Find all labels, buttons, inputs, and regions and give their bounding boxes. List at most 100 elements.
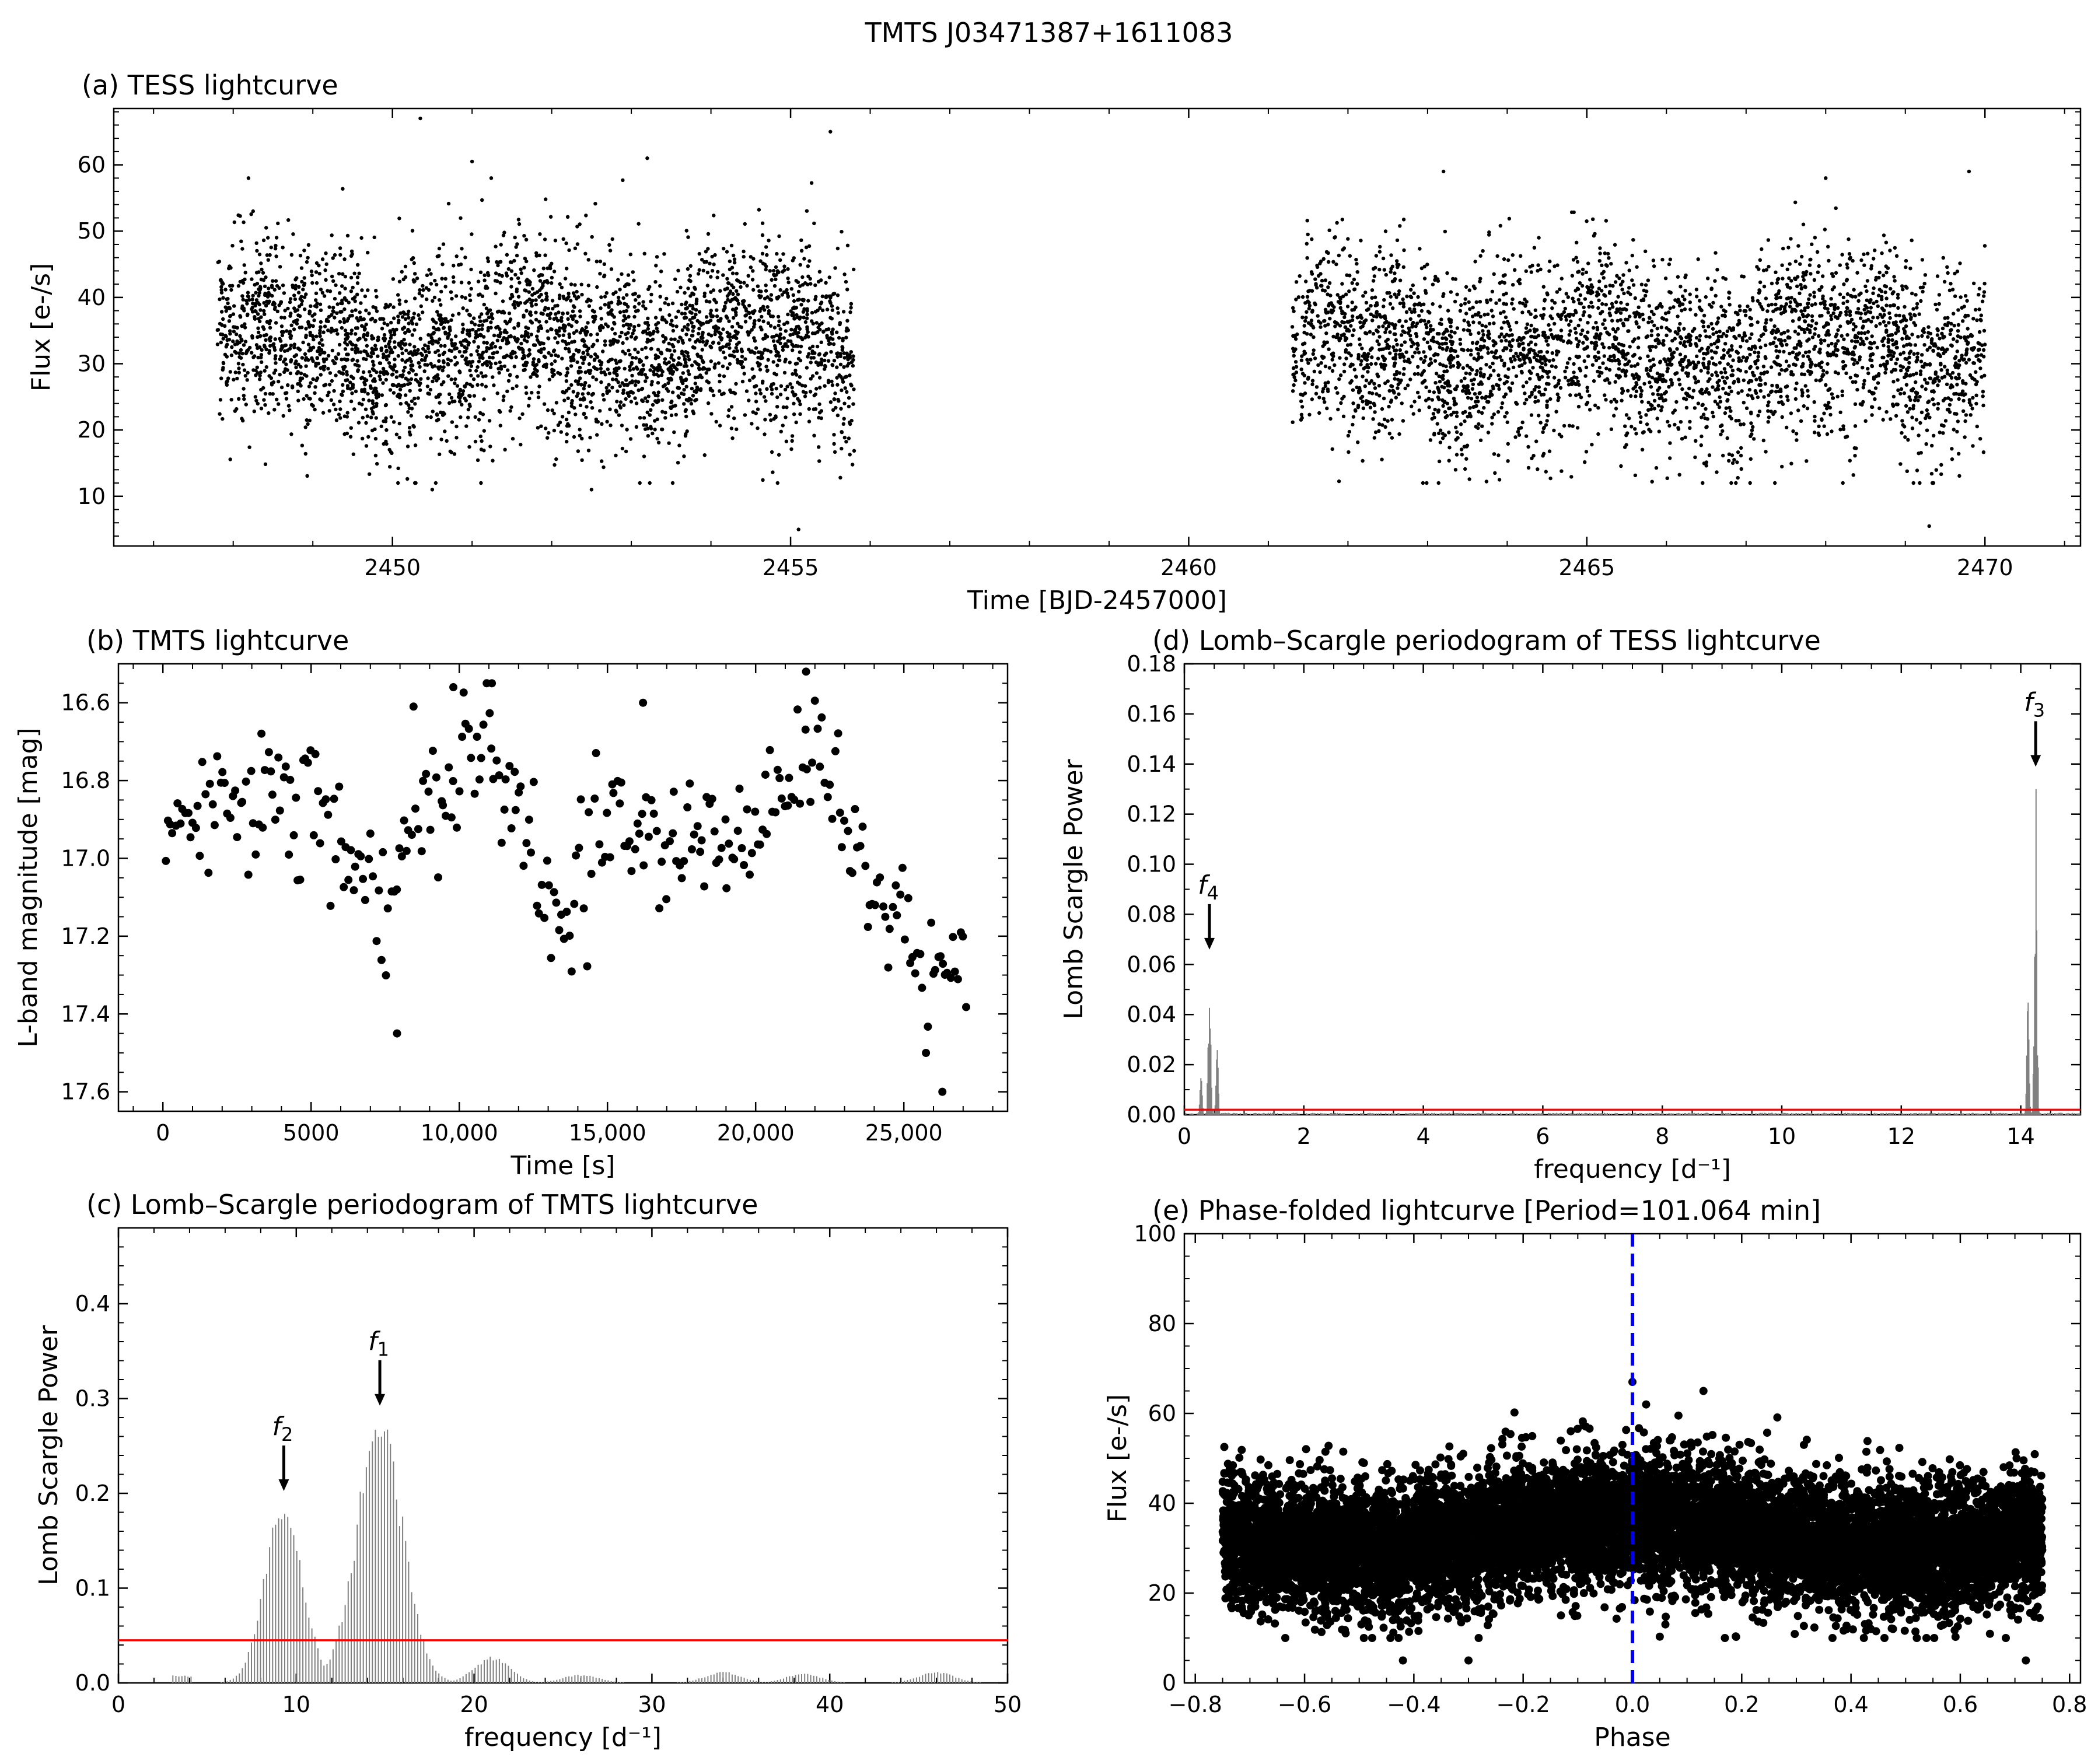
tess-point bbox=[377, 374, 382, 379]
tess-point bbox=[1391, 345, 1396, 349]
tess-point bbox=[809, 377, 813, 381]
tess-point bbox=[565, 311, 570, 316]
tess-point bbox=[373, 453, 378, 458]
tess-point bbox=[651, 431, 655, 436]
tess-point bbox=[1563, 369, 1567, 373]
tess-point bbox=[1292, 383, 1296, 387]
tess-point bbox=[469, 267, 473, 272]
tess-point bbox=[586, 391, 590, 396]
tess-point bbox=[1395, 238, 1400, 243]
tess-point bbox=[401, 369, 405, 373]
tess-point bbox=[848, 310, 852, 314]
tess-point bbox=[1887, 311, 1891, 316]
tess-point bbox=[253, 395, 257, 399]
tess-point bbox=[1767, 400, 1771, 404]
tess-point bbox=[782, 264, 786, 268]
tess-point bbox=[237, 355, 242, 359]
tess-point bbox=[258, 334, 262, 338]
tess-point bbox=[680, 328, 685, 332]
tess-point bbox=[1644, 249, 1648, 254]
tess-point bbox=[544, 197, 548, 201]
tess-point bbox=[1854, 380, 1858, 384]
tess-point bbox=[634, 401, 639, 405]
tess-point bbox=[433, 278, 437, 283]
tess-point bbox=[218, 278, 223, 282]
tess-point bbox=[656, 330, 660, 334]
tess-point bbox=[1893, 279, 1897, 283]
tess-point bbox=[437, 353, 442, 358]
tess-point bbox=[501, 233, 506, 237]
tess-point bbox=[833, 391, 837, 396]
tess-point bbox=[1377, 325, 1381, 329]
tess-point bbox=[318, 397, 322, 401]
tess-point bbox=[1416, 372, 1420, 376]
tess-point bbox=[1412, 291, 1416, 295]
tess-point bbox=[537, 274, 541, 278]
tess-point bbox=[480, 327, 484, 331]
tess-point bbox=[340, 393, 344, 397]
tess-point bbox=[292, 306, 296, 310]
tess-point bbox=[407, 370, 411, 375]
tess-point bbox=[620, 272, 624, 276]
tess-point bbox=[501, 338, 505, 342]
tess-point bbox=[494, 361, 498, 366]
tess-point bbox=[491, 351, 495, 356]
tess-point bbox=[802, 257, 806, 261]
tess-point bbox=[366, 435, 370, 439]
tess-point bbox=[515, 287, 519, 292]
tess-point bbox=[650, 380, 654, 384]
tess-point bbox=[735, 427, 739, 432]
tess-point bbox=[655, 417, 659, 421]
tess-point bbox=[686, 369, 690, 373]
tess-point bbox=[368, 472, 372, 476]
tess-point bbox=[852, 387, 856, 391]
tess-point bbox=[1447, 430, 1451, 435]
tess-point bbox=[699, 321, 703, 326]
tess-point bbox=[851, 363, 855, 368]
tess-point bbox=[847, 436, 851, 440]
tess-point bbox=[784, 358, 788, 362]
tess-point bbox=[1805, 407, 1810, 411]
tess-point bbox=[534, 298, 538, 302]
tess-point bbox=[654, 323, 658, 327]
tess-point bbox=[368, 370, 372, 374]
tess-point bbox=[1770, 281, 1774, 286]
tess-point bbox=[247, 445, 251, 449]
tess-point bbox=[785, 291, 789, 296]
tess-point bbox=[1389, 253, 1393, 257]
tess-point bbox=[295, 321, 299, 326]
tess-point bbox=[258, 319, 262, 324]
tess-point bbox=[688, 294, 693, 298]
tess-point bbox=[1751, 425, 1755, 429]
tess-point bbox=[811, 321, 816, 326]
tess-point bbox=[355, 316, 359, 320]
tess-point bbox=[467, 334, 471, 338]
tess-point bbox=[264, 275, 268, 279]
tess-point bbox=[273, 337, 277, 341]
tess-point bbox=[1519, 254, 1523, 258]
tess-point bbox=[595, 260, 599, 264]
tess-point bbox=[347, 300, 351, 304]
tess-point bbox=[414, 377, 418, 382]
tess-point bbox=[389, 415, 393, 419]
tess-point bbox=[1952, 428, 1956, 432]
tess-point bbox=[360, 402, 364, 407]
tess-point bbox=[806, 264, 810, 268]
tess-point bbox=[498, 410, 502, 414]
tess-point bbox=[413, 402, 417, 406]
tess-point bbox=[785, 288, 789, 292]
tess-point bbox=[523, 257, 527, 261]
tess-point bbox=[412, 345, 417, 349]
tess-point bbox=[270, 285, 274, 289]
tess-point bbox=[763, 308, 767, 312]
tess-point bbox=[653, 280, 658, 284]
tess-point bbox=[414, 322, 419, 326]
tess-point bbox=[817, 352, 822, 356]
tess-point bbox=[1915, 306, 1919, 310]
tess-point bbox=[686, 235, 690, 239]
tess-point bbox=[669, 377, 674, 382]
tess-point bbox=[411, 352, 415, 356]
tess-point bbox=[1761, 365, 1766, 369]
tess-point bbox=[1892, 275, 1896, 279]
tess-point bbox=[530, 293, 534, 297]
